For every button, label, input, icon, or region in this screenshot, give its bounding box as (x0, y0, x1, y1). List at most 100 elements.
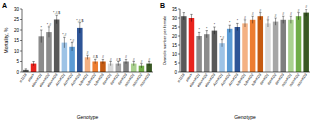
annotation: # (102, 55, 104, 59)
error-bar (102, 59, 104, 63)
bar (242, 23, 248, 72)
bar (273, 22, 279, 72)
error-bar (229, 25, 231, 32)
error-bar (267, 20, 269, 27)
bar (54, 20, 60, 73)
error-bar (305, 9, 307, 16)
annotation: # (133, 58, 135, 62)
x-label: Genotype (77, 114, 99, 120)
bar (219, 43, 225, 72)
annotation: * (237, 19, 239, 23)
error-bar (183, 13, 185, 20)
error-bar (63, 37, 65, 48)
error-bar (259, 13, 261, 20)
bar (265, 23, 271, 72)
y-tick-label: 10 (172, 52, 178, 57)
y-tick-label: 0 (174, 70, 177, 75)
x-axis (180, 72, 310, 73)
y-tick-label: 15 (172, 43, 178, 48)
annotation: * (229, 21, 231, 25)
error-bar (48, 27, 50, 37)
bar (181, 16, 187, 72)
y-label: Ovariole number per female (162, 15, 167, 65)
y-tick-label: 30 (172, 16, 178, 21)
error-bar (125, 59, 127, 63)
error-bar (94, 59, 96, 63)
y-tick-label: 5 (16, 59, 19, 64)
panel-title: B (160, 2, 165, 9)
x-tick-label: w1118 (19, 73, 28, 84)
y-label: Mortality, % (3, 27, 9, 53)
y-tick-label: 25 (172, 25, 178, 30)
error-bar (236, 23, 238, 30)
annotation: * (41, 26, 43, 30)
annotation: * (206, 27, 208, 31)
x-label: Genotype (234, 114, 256, 120)
annotation: *,# (47, 23, 51, 27)
error-bar (251, 16, 253, 23)
error-bar (244, 20, 246, 27)
bar (235, 27, 241, 72)
bar (46, 32, 52, 72)
error-bar (198, 32, 200, 39)
annotation: * (214, 23, 216, 27)
error-bar (213, 27, 215, 34)
error-bar (79, 23, 81, 34)
annotation: # (110, 58, 112, 62)
error-bar (190, 14, 192, 21)
error-bar (274, 18, 276, 25)
y-tick-label: 20 (172, 34, 178, 39)
annotation: * (198, 28, 200, 32)
panel: BOvariole number per femaleGenotype05101… (160, 2, 310, 120)
bar (204, 34, 210, 72)
bar (77, 28, 83, 72)
figure: AMortality, %Genotype051015202530w1118el… (0, 0, 312, 122)
bar (227, 29, 233, 72)
y-tick-label: 0 (16, 70, 19, 75)
annotation: *,# (70, 39, 74, 43)
error-bar (86, 55, 88, 59)
error-bar (117, 62, 119, 66)
y-axis (180, 9, 181, 72)
y-tick-label: 10 (14, 49, 20, 54)
error-bar (297, 13, 299, 20)
panel-title: A (2, 2, 7, 9)
y-axis (22, 9, 23, 72)
annotation: # (87, 51, 89, 55)
bar (296, 16, 302, 72)
error-bar (140, 64, 142, 68)
bar (288, 20, 294, 72)
annotation: *,# (220, 36, 224, 40)
x-axis (22, 72, 153, 73)
panel: AMortality, %Genotype051015202530w1118el… (2, 2, 153, 120)
error-bar (133, 62, 135, 66)
error-bar (40, 30, 42, 43)
annotation: # (282, 12, 284, 16)
y-tick-label: 20 (14, 28, 20, 33)
bar (85, 57, 91, 72)
annotation: # (305, 5, 307, 9)
y-tick-label: 30 (14, 7, 20, 12)
marks (23, 15, 152, 72)
annotation: # (267, 16, 269, 20)
y-tick-label: 25 (14, 17, 20, 22)
annotation: *,#,$ (76, 19, 83, 23)
bar (303, 13, 309, 72)
bar (258, 16, 264, 72)
error-bar (206, 31, 208, 38)
y-tick-label: 35 (172, 7, 178, 12)
annotation: # (290, 12, 292, 16)
annotation: # (259, 9, 261, 13)
bar (189, 18, 195, 72)
annotation: #,$ (116, 58, 121, 62)
annotation: # (148, 58, 150, 62)
y-tick-label: 15 (14, 38, 20, 43)
annotation: *,# (62, 33, 66, 37)
annotation: # (140, 60, 142, 64)
annotation: # (252, 12, 254, 16)
bar (280, 20, 286, 72)
error-bar (148, 62, 150, 66)
annotation: *,#,$ (53, 11, 60, 15)
error-bar (32, 62, 34, 66)
error-bar (109, 62, 111, 66)
